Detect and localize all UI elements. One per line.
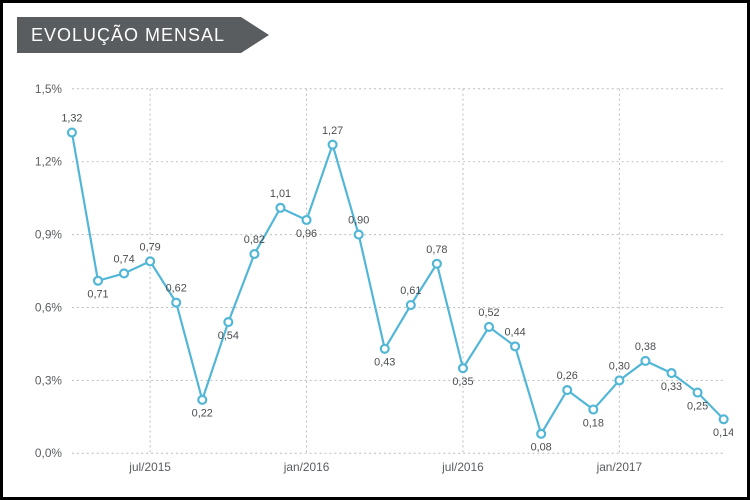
svg-text:0,54: 0,54 bbox=[218, 330, 239, 342]
svg-text:1,5%: 1,5% bbox=[35, 82, 63, 96]
x-axis-labels: jul/2015 jan/2016 jul/2016 jan/2017 bbox=[128, 460, 642, 474]
svg-text:0,14: 0,14 bbox=[713, 427, 733, 439]
svg-text:0,26: 0,26 bbox=[557, 370, 578, 382]
svg-text:jan/2017: jan/2017 bbox=[596, 460, 643, 474]
svg-text:0,18: 0,18 bbox=[583, 417, 604, 429]
banner: EVOLUÇÃO MENSAL bbox=[17, 17, 269, 53]
banner-title: EVOLUÇÃO MENSAL bbox=[17, 17, 241, 53]
svg-text:0,3%: 0,3% bbox=[35, 373, 63, 387]
svg-text:jan/2016: jan/2016 bbox=[283, 460, 330, 474]
svg-text:jul/2016: jul/2016 bbox=[441, 460, 484, 474]
svg-text:0,30: 0,30 bbox=[609, 360, 630, 372]
svg-text:0,71: 0,71 bbox=[87, 289, 108, 301]
svg-text:0,08: 0,08 bbox=[531, 442, 552, 454]
data-labels: 1,32 0,71 0,74 0,79 0,62 0,22 0,54 0,82 1,01 0,96… bbox=[61, 113, 733, 454]
svg-text:0,52: 0,52 bbox=[478, 307, 499, 319]
vertical-gridlines bbox=[150, 89, 619, 453]
svg-text:0,6%: 0,6% bbox=[35, 300, 63, 314]
svg-text:0,25: 0,25 bbox=[687, 400, 708, 412]
svg-text:0,22: 0,22 bbox=[192, 408, 213, 420]
svg-text:0,82: 0,82 bbox=[244, 234, 265, 246]
banner-arrow bbox=[241, 17, 269, 53]
svg-text:0,44: 0,44 bbox=[505, 326, 526, 338]
svg-text:0,78: 0,78 bbox=[426, 244, 447, 256]
svg-text:0,74: 0,74 bbox=[113, 254, 134, 266]
svg-text:0,43: 0,43 bbox=[374, 357, 395, 369]
svg-text:0,9%: 0,9% bbox=[35, 228, 63, 242]
svg-text:0,61: 0,61 bbox=[400, 285, 421, 297]
svg-text:0,33: 0,33 bbox=[661, 381, 682, 393]
svg-text:1,32: 1,32 bbox=[61, 113, 82, 125]
svg-text:1,01: 1,01 bbox=[270, 188, 291, 200]
svg-text:1,2%: 1,2% bbox=[35, 155, 63, 169]
svg-text:0,90: 0,90 bbox=[348, 215, 369, 227]
svg-text:0,96: 0,96 bbox=[296, 228, 317, 240]
svg-text:1,27: 1,27 bbox=[322, 125, 343, 137]
svg-text:0,62: 0,62 bbox=[166, 283, 187, 295]
chart-card: EVOLUÇÃO MENSAL 0,0% 0,3% 0,6% 0,9% 1,2% 1,5%… bbox=[0, 0, 750, 500]
y-axis-labels: 0,0% 0,3% 0,6% 0,9% 1,2% 1,5% bbox=[35, 82, 63, 460]
line-chart: 0,0% 0,3% 0,6% 0,9% 1,2% 1,5% jul/2015 jan/201… bbox=[17, 67, 733, 483]
svg-text:0,35: 0,35 bbox=[452, 376, 473, 388]
svg-text:0,0%: 0,0% bbox=[35, 446, 63, 460]
svg-text:jul/2015: jul/2015 bbox=[128, 460, 171, 474]
svg-text:0,79: 0,79 bbox=[140, 241, 161, 253]
chart-area: 0,0% 0,3% 0,6% 0,9% 1,2% 1,5% jul/2015 jan/201… bbox=[17, 67, 733, 483]
svg-text:0,38: 0,38 bbox=[635, 341, 656, 353]
horizontal-gridlines bbox=[72, 89, 724, 453]
